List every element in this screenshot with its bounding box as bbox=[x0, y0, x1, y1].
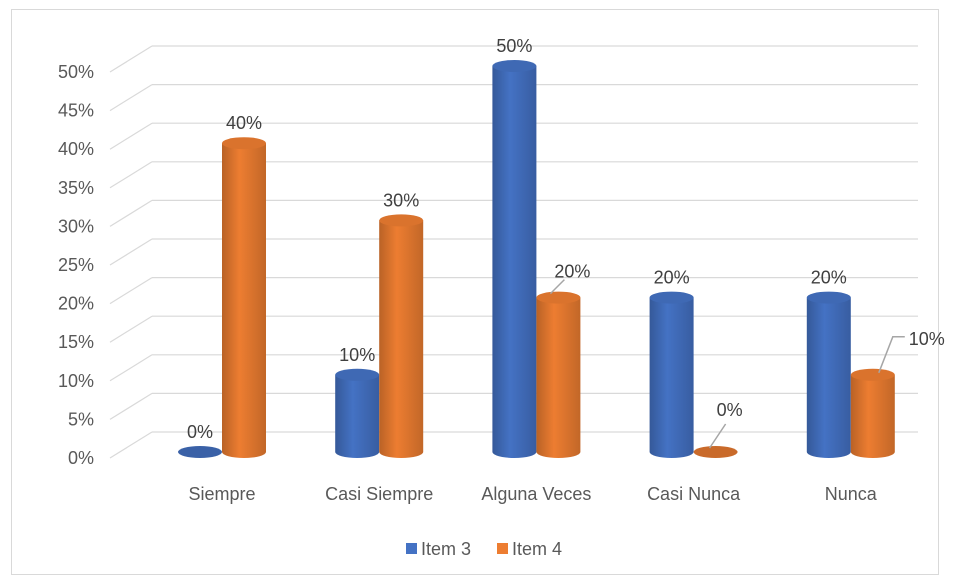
data-label: 0% bbox=[187, 422, 213, 442]
leader-line bbox=[549, 279, 565, 295]
bar-body bbox=[222, 143, 266, 458]
legend-swatch bbox=[497, 543, 508, 554]
bar bbox=[536, 291, 581, 458]
bar bbox=[850, 368, 895, 458]
bar-top bbox=[649, 291, 694, 304]
y-tick-label: 15% bbox=[58, 332, 94, 352]
gridline-diagonal bbox=[109, 238, 153, 266]
bar bbox=[178, 446, 222, 458]
bar-top bbox=[536, 291, 581, 304]
bars bbox=[178, 60, 895, 459]
y-tick-label: 35% bbox=[58, 178, 94, 198]
bar-top bbox=[693, 446, 738, 458]
gridline-diagonal bbox=[109, 315, 153, 343]
y-tick-label: 20% bbox=[58, 294, 94, 314]
bar bbox=[379, 214, 424, 458]
bar-top bbox=[335, 368, 380, 381]
bar-top bbox=[492, 60, 537, 72]
x-category-label: Alguna Veces bbox=[481, 484, 591, 504]
data-label: 50% bbox=[496, 36, 532, 56]
legend-swatch bbox=[406, 543, 417, 554]
bar-top bbox=[178, 446, 222, 458]
gridline-diagonal bbox=[109, 199, 153, 227]
data-label: 30% bbox=[383, 190, 419, 210]
y-tick-label: 0% bbox=[68, 448, 94, 468]
leader-line bbox=[708, 423, 727, 449]
y-tick-label: 10% bbox=[58, 371, 94, 391]
bar bbox=[335, 368, 380, 458]
bar bbox=[222, 137, 266, 458]
gridline-diagonal bbox=[109, 354, 153, 382]
y-tick-label: 30% bbox=[58, 216, 94, 236]
y-tick-label: 25% bbox=[58, 255, 94, 275]
bar-body bbox=[536, 297, 581, 458]
bar-body bbox=[649, 297, 694, 458]
bar-body bbox=[806, 297, 851, 458]
x-category-label: Casi Siempre bbox=[325, 484, 433, 504]
bar bbox=[649, 291, 694, 458]
legend-label: Item 4 bbox=[512, 539, 562, 559]
gridline-diagonal bbox=[109, 277, 153, 305]
leader-line bbox=[878, 336, 905, 374]
gridline-diagonal bbox=[109, 45, 153, 73]
x-category-label: Casi Nunca bbox=[647, 484, 741, 504]
gridline-diagonal bbox=[109, 161, 153, 189]
y-tick-label: 40% bbox=[58, 139, 94, 159]
chart-frame bbox=[11, 9, 939, 575]
gridline-diagonal bbox=[109, 431, 153, 459]
y-tick-label: 50% bbox=[58, 62, 94, 82]
bar bbox=[806, 291, 851, 458]
data-label: 10% bbox=[339, 345, 375, 365]
data-labels: 0% 40% 10% 30% 50% 20% 20% 0% 20% 10% bbox=[187, 36, 945, 449]
y-tick-label: 5% bbox=[68, 409, 94, 429]
y-tick-label: 45% bbox=[58, 101, 94, 121]
legend-label: Item 3 bbox=[421, 539, 471, 559]
bar bbox=[492, 60, 537, 459]
bar-body bbox=[379, 220, 424, 458]
data-label: 0% bbox=[717, 400, 743, 420]
bar-body bbox=[492, 66, 537, 459]
bar-top bbox=[806, 291, 851, 304]
legend: Item 3 Item 4 bbox=[406, 539, 562, 559]
bar-top bbox=[850, 368, 895, 381]
y-axis-ticks: 0% 5% 10% 15% 20% 25% 30% 35% 40% 45% 50% bbox=[58, 62, 94, 468]
x-axis-categories: Siempre Casi Siempre Alguna Veces Casi Nunc… bbox=[188, 484, 877, 504]
bar-top bbox=[222, 137, 266, 150]
bar bbox=[693, 446, 738, 458]
bar-top bbox=[379, 214, 424, 227]
data-label: 20% bbox=[554, 262, 590, 282]
gridline-diagonal bbox=[109, 84, 153, 112]
data-label: 20% bbox=[811, 268, 847, 288]
data-label: 10% bbox=[909, 329, 945, 349]
gridline-diagonal bbox=[109, 392, 153, 420]
bar-body bbox=[335, 374, 380, 458]
data-label: 40% bbox=[226, 113, 262, 133]
x-category-label: Nunca bbox=[825, 484, 878, 504]
bar-body bbox=[850, 374, 895, 458]
data-label: 20% bbox=[654, 268, 690, 288]
gridline-diagonal bbox=[109, 122, 153, 150]
x-category-label: Siempre bbox=[188, 484, 255, 504]
